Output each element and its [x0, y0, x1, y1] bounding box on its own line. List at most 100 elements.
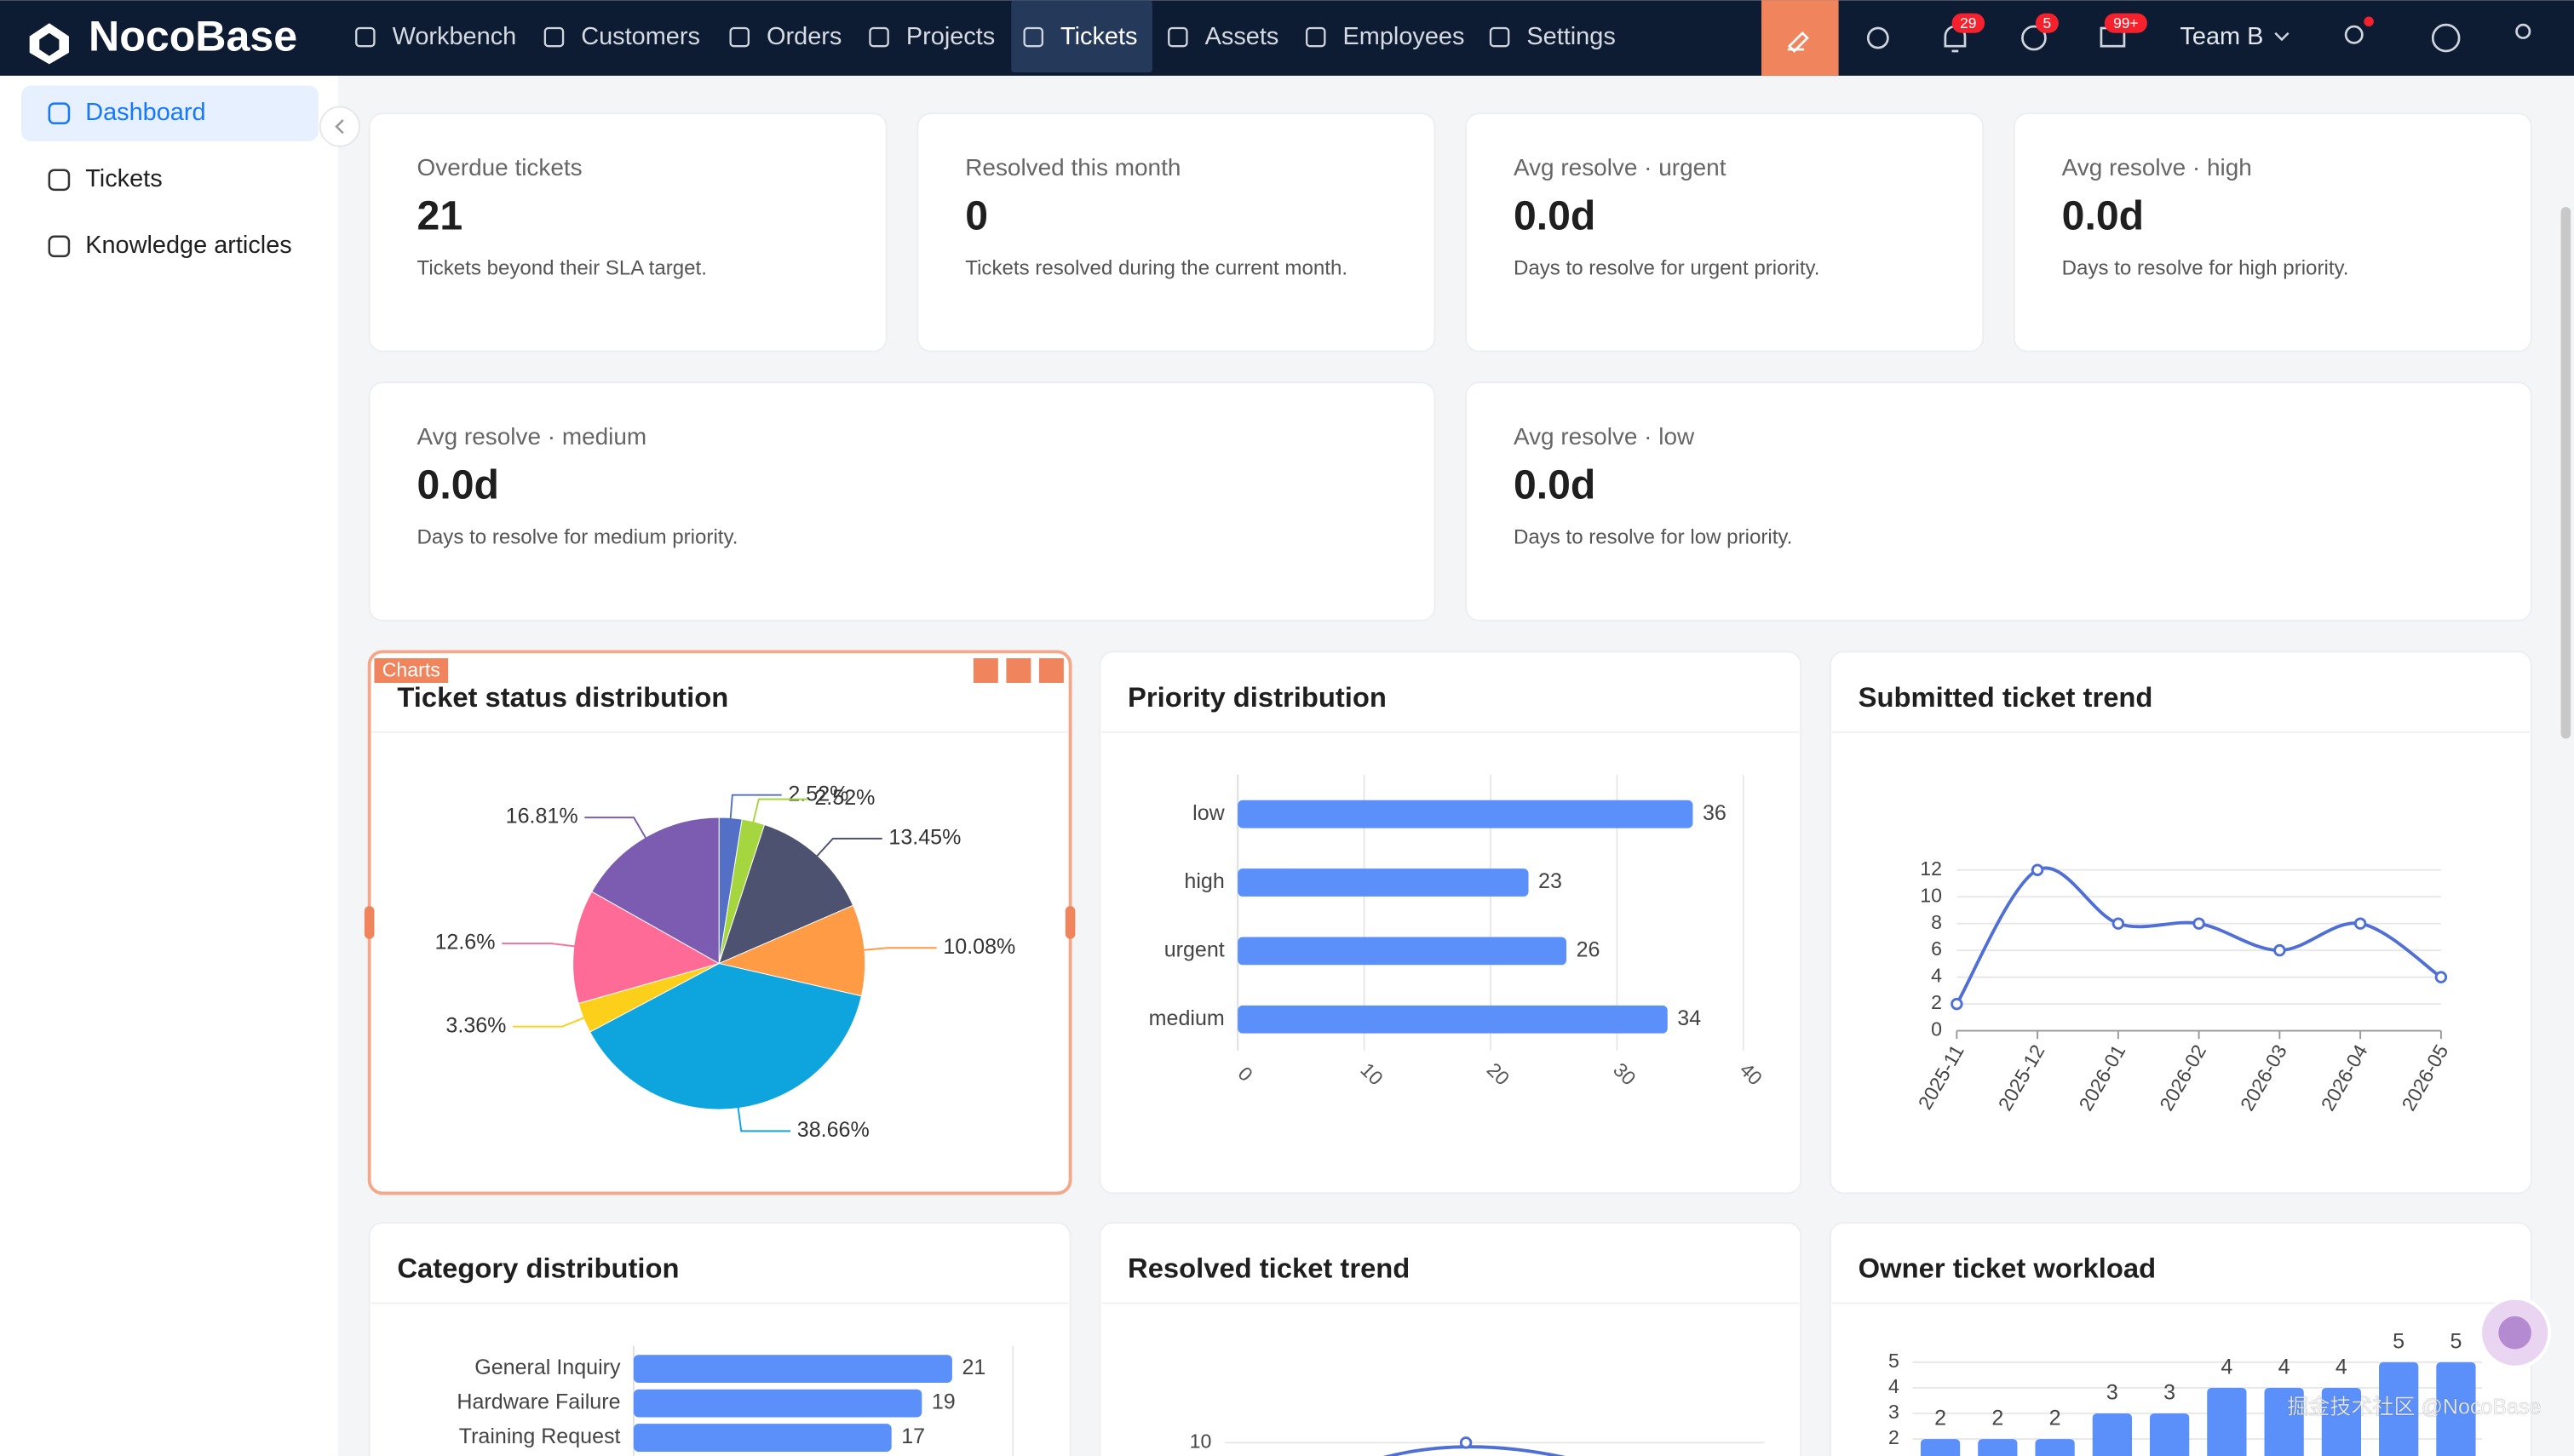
data-label: 3.36%: [445, 1013, 506, 1037]
scrollbar[interactable]: [2560, 207, 2571, 739]
badge-bg: [1951, 13, 1985, 33]
line-point: [2111, 917, 2125, 930]
help-icon[interactable]: [2431, 23, 2461, 53]
collapse-icon: [335, 119, 344, 135]
line-point: [2273, 943, 2286, 957]
sidebar-icon: [48, 235, 71, 258]
stat-description: Tickets resolved during the current mont…: [965, 257, 1347, 280]
nav-item[interactable]: Projects: [906, 23, 995, 50]
data-label: 23: [1538, 869, 1562, 893]
stat-card: [368, 381, 1436, 622]
stat-description: Days to resolve for low priority.: [1514, 526, 1792, 549]
y-tick-label: high: [1184, 869, 1224, 893]
chart-title: Priority distribution: [1128, 681, 1387, 713]
y-tick-label: 0: [1931, 1018, 1942, 1040]
nav-item[interactable]: Assets: [1205, 23, 1279, 50]
badge: 5: [2043, 14, 2052, 32]
data-label: 38.66%: [797, 1118, 870, 1142]
editor-tag-bg: [374, 658, 449, 683]
nav-icon: [729, 26, 750, 48]
y-tick-label: 8: [1931, 911, 1942, 933]
data-label: 2.52%: [814, 786, 875, 810]
chart-title: Submitted ticket trend: [1859, 681, 2153, 713]
user-icon[interactable]: [2515, 23, 2531, 39]
data-label: 2: [2049, 1407, 2061, 1430]
y-tick-label: low: [1192, 801, 1225, 825]
user-menu[interactable]: Team B: [2180, 23, 2263, 50]
stat-label: Avg resolve · high: [2062, 154, 2252, 181]
sidebar-icon: [48, 169, 71, 192]
bar: [1978, 1439, 2018, 1456]
nav-item[interactable]: Orders: [767, 23, 842, 50]
bar: [1920, 1439, 1961, 1456]
search-dot: [2364, 16, 2374, 27]
y-tick-label: 4: [1931, 965, 1942, 987]
nav-item[interactable]: Employees: [1343, 23, 1465, 50]
collapse-button[interactable]: [319, 106, 361, 147]
stat-value: 0.0d: [1514, 461, 1595, 507]
task-icon[interactable]: [2021, 25, 2047, 51]
user-dropdown-caret[interactable]: [2274, 32, 2290, 42]
badge: 29: [1960, 14, 1976, 32]
bar: [1238, 868, 1529, 897]
sidebar-item[interactable]: Tickets: [85, 165, 162, 192]
bar: [1238, 800, 1693, 828]
data-label: 4: [2336, 1355, 2347, 1379]
nav-item[interactable]: Tickets: [1060, 23, 1137, 50]
search-icon[interactable]: [2344, 25, 2364, 44]
sidebar-item[interactable]: Dashboard: [85, 99, 205, 126]
settings-icon[interactable]: [1866, 26, 1889, 49]
bar: [633, 1389, 922, 1418]
label-leader: [513, 1016, 587, 1028]
bar: [2035, 1439, 2075, 1456]
stat-label: Avg resolve · low: [1514, 423, 1695, 450]
data-label: 4: [2221, 1355, 2232, 1379]
y-tick-label: 3: [1888, 1401, 1899, 1423]
brush-icon: [1787, 31, 1809, 53]
data-label: 12.6%: [434, 931, 495, 954]
nav-icon: [355, 26, 376, 48]
ui-editor-toggle[interactable]: [1761, 0, 1839, 76]
bar: [633, 1355, 952, 1383]
data-label: 2.52%: [788, 782, 848, 805]
y-tick-label: 10: [1190, 1430, 1212, 1452]
bar: [1238, 1005, 1668, 1034]
data-label: 5: [2393, 1329, 2405, 1353]
assistant-avatar-face: [2498, 1316, 2531, 1350]
stat-value: 21: [417, 192, 463, 238]
chart-title: Owner ticket workload: [1859, 1253, 2156, 1284]
line-point: [1951, 997, 1963, 1011]
data-label: 2: [1934, 1407, 1946, 1430]
data-label: 34: [1677, 1006, 1701, 1030]
sidebar-active-bg: [21, 85, 319, 141]
chart-title: Resolved ticket trend: [1128, 1253, 1410, 1284]
sidebar-item[interactable]: Knowledge articles: [85, 232, 291, 259]
block-toolbar-button[interactable]: [973, 658, 998, 683]
resize-handle[interactable]: [364, 906, 375, 939]
data-label: 3: [2106, 1381, 2118, 1405]
line-point: [2353, 917, 2367, 930]
y-tick-label: 5: [1888, 1350, 1899, 1372]
block-toolbar-button[interactable]: [1038, 658, 1064, 683]
data-label: 26: [1577, 938, 1600, 962]
data-label: 10.08%: [943, 935, 1015, 959]
y-tick-label: 6: [1931, 937, 1942, 960]
nav-icon: [543, 26, 565, 48]
nav-icon: [869, 26, 889, 48]
block-toolbar-button[interactable]: [1006, 658, 1031, 683]
stat-label: Avg resolve · urgent: [1514, 154, 1727, 181]
stat-value: 0.0d: [1514, 192, 1595, 238]
nav-item[interactable]: Settings: [1526, 23, 1615, 50]
data-label: 36: [1703, 801, 1727, 825]
brand[interactable]: NocoBase: [89, 13, 297, 60]
nav-item[interactable]: Workbench: [393, 23, 517, 50]
data-label: 4: [2278, 1355, 2290, 1379]
y-tick-label: General Inquiry: [474, 1356, 621, 1379]
data-label: 2: [1991, 1407, 2003, 1430]
header: [0, 0, 2574, 76]
resize-handle[interactable]: [1065, 906, 1076, 939]
nav-item[interactable]: Customers: [581, 23, 700, 50]
nav-active-bg: [1011, 0, 1152, 73]
data-label: 3: [2163, 1381, 2175, 1405]
